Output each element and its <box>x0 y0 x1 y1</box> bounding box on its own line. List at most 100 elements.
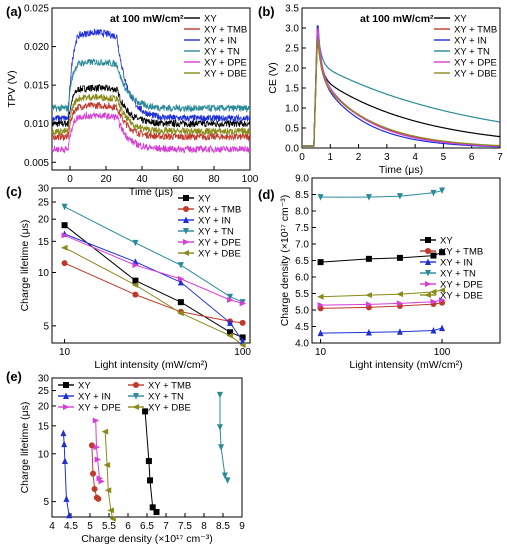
data-point <box>88 442 95 449</box>
series-line <box>52 83 250 129</box>
data-point <box>132 291 139 298</box>
panel-label: (a) <box>6 4 22 19</box>
legend-label: XY + DPE <box>78 403 121 414</box>
data-point <box>98 478 105 485</box>
data-point <box>92 417 100 424</box>
x-tick-label: 8.5 <box>216 521 230 532</box>
legend-label: XY <box>78 381 91 392</box>
legend-marker <box>183 228 189 235</box>
y-axis-label: TPV (V) <box>6 70 18 107</box>
x-tick-label: 4 <box>49 521 55 532</box>
data-point <box>177 275 185 282</box>
x-tick-label: 1 <box>328 152 334 163</box>
y-tick-label: 0.015 <box>24 81 49 92</box>
legend-label: XY + TMB <box>454 25 497 36</box>
x-tick-label: 0 <box>299 152 305 163</box>
x-tick-label: 100 <box>434 347 451 358</box>
data-point <box>63 495 70 502</box>
x-tick-label: 5 <box>441 152 447 163</box>
data-point <box>439 249 446 256</box>
y-tick-label: 9.0 <box>295 174 309 185</box>
data-point <box>147 477 154 484</box>
y-tick-label: 2.5 <box>285 44 299 55</box>
series-line <box>52 58 250 113</box>
series-line <box>52 111 250 154</box>
y-tick-label: 0.005 <box>24 158 49 169</box>
x-tick-label: 6.5 <box>140 521 154 532</box>
legend-label: XY + TN <box>198 227 234 238</box>
y-tick-label: 6.5 <box>295 256 309 267</box>
x-tick-label: 20 <box>100 174 112 185</box>
panel-a: (a) 0 20 40 60 80 100 0.005 0.010 0.015 0.020 0.025… <box>6 4 259 199</box>
annotation: at 100 mW/cm² <box>360 13 434 25</box>
data-point <box>142 408 149 415</box>
series-line <box>302 33 500 147</box>
data-point <box>177 278 184 286</box>
legend-label: XY + DBE <box>198 249 241 260</box>
data-point <box>61 232 69 239</box>
x-tick-label: 7.5 <box>178 521 192 532</box>
y-tick-label: 6.0 <box>295 273 309 284</box>
y-tick-label: 4.0 <box>295 339 309 350</box>
data-point <box>93 444 100 451</box>
data-point <box>149 504 156 511</box>
panel-label: (b) <box>258 4 275 19</box>
data-point <box>103 462 111 469</box>
legend-label: XY + DPE <box>204 58 247 69</box>
data-point <box>226 332 234 339</box>
x-tick-label: 4.5 <box>64 521 78 532</box>
data-point <box>317 302 325 309</box>
legend-marker <box>63 392 69 399</box>
annotation: at 100 mW/cm² <box>110 13 184 25</box>
data-point <box>132 239 139 247</box>
data-point <box>365 328 372 336</box>
data-point <box>60 429 67 437</box>
data-point <box>61 222 68 229</box>
x-tick-label: 2 <box>356 152 362 163</box>
series-line <box>104 431 113 517</box>
data-point <box>145 458 152 465</box>
legend-label: XY + IN <box>204 36 237 47</box>
legend-label: XY + TMB <box>148 381 191 392</box>
data-point <box>430 189 437 197</box>
x-axis-label: Charge density (×10¹⁷ cm⁻³) <box>81 533 213 545</box>
series-line <box>95 420 102 482</box>
y-tick-label: 5.5 <box>295 289 309 300</box>
plot-frame <box>51 7 251 171</box>
legend-label: XY + IN <box>454 36 487 47</box>
series-line <box>302 33 500 147</box>
x-tick-label: 100 <box>242 174 259 185</box>
data-point <box>430 298 437 305</box>
data-point <box>218 444 225 451</box>
x-tick-label: 4 <box>412 152 418 163</box>
y-tick-label: 30 <box>38 184 50 195</box>
data-point <box>94 456 102 463</box>
panel-d: (d) 10 100 4.0 4.5 5.0 5.5 6.0 6.5 7.0 7.5 8.0 8.5 9.… <box>258 174 501 371</box>
data-point <box>95 495 102 502</box>
series-line <box>52 93 250 136</box>
series-line <box>302 25 500 148</box>
data-point <box>131 282 139 289</box>
data-point <box>317 194 324 201</box>
y-tick-label: 7.5 <box>295 223 309 234</box>
legend-label: XY + DPE <box>198 238 241 249</box>
y-axis-label: CE (V) <box>267 62 279 94</box>
y-tick-label: 15 <box>38 421 50 432</box>
y-tick-label: 3.5 <box>285 4 299 15</box>
y-axis-label: Charge lifetime (μs) <box>19 402 31 494</box>
y-tick-label: 25 <box>38 386 50 397</box>
legend-marker <box>182 250 189 256</box>
legend-label: XY + IN <box>198 216 231 227</box>
legend-label: XY + DBE <box>454 69 497 80</box>
data-point <box>61 244 68 251</box>
data-point <box>439 324 446 332</box>
series-line <box>302 37 500 147</box>
legend-label: XY + TMB <box>198 205 241 216</box>
y-tick-label: 20 <box>38 401 50 412</box>
data-point <box>227 319 234 326</box>
series-line <box>320 190 443 198</box>
data-point <box>396 291 403 298</box>
x-tick-label: 0 <box>67 174 73 185</box>
data-point <box>317 329 324 337</box>
